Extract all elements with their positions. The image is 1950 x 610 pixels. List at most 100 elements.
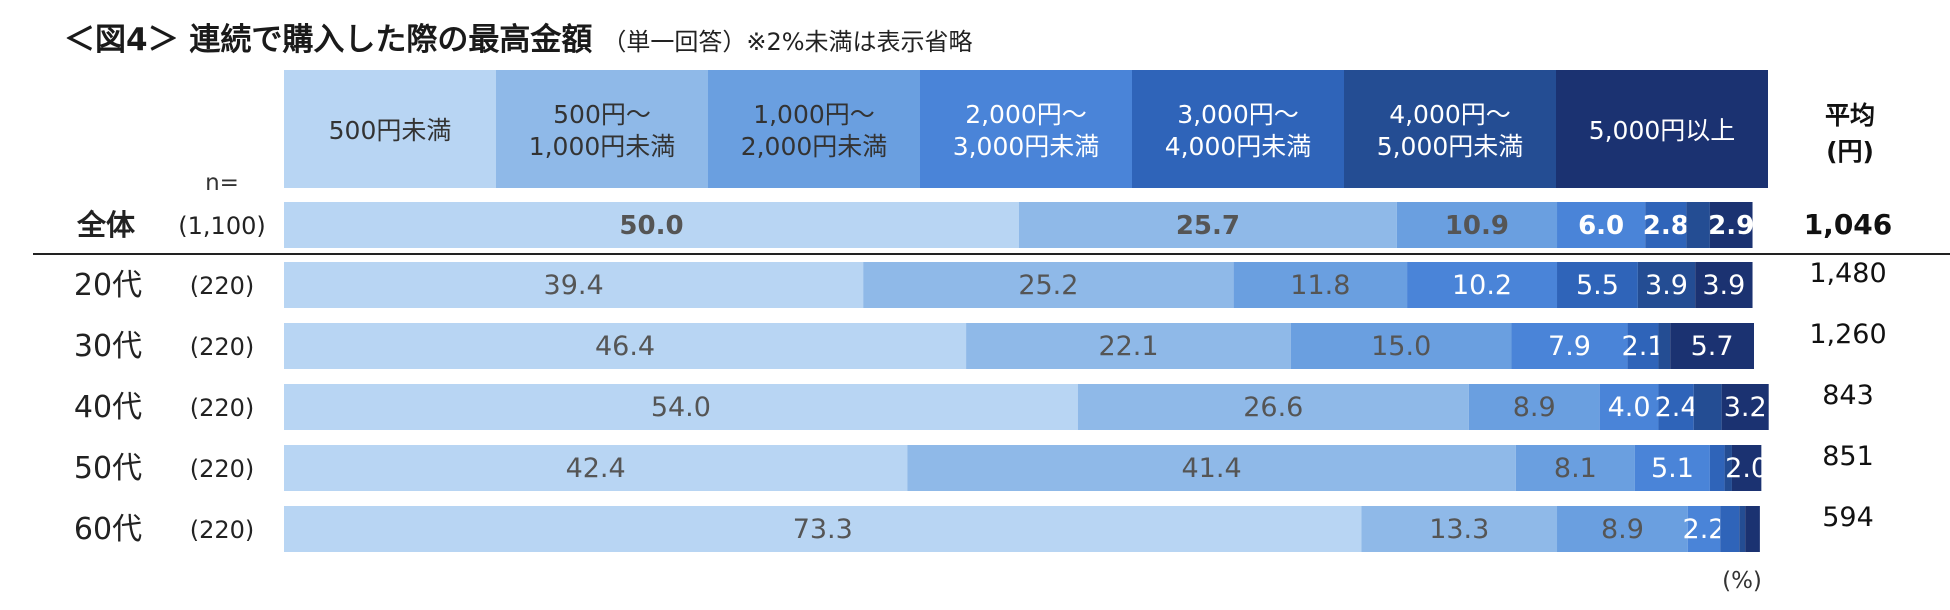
data-label: 13.3 bbox=[1429, 514, 1489, 545]
data-label: 73.3 bbox=[793, 514, 853, 545]
legend-cell bbox=[1556, 70, 1768, 188]
row-category-label: 40代 bbox=[74, 390, 142, 425]
data-label: 2.1 bbox=[1622, 331, 1665, 362]
average-value: 594 bbox=[1822, 502, 1874, 533]
bar-segment bbox=[1739, 506, 1746, 552]
legend-label: 500円～ 1,000円未満 bbox=[529, 100, 676, 161]
bar-segment bbox=[966, 323, 1291, 369]
legend-label: 3,000円～ 4,000円未満 bbox=[1165, 100, 1312, 161]
bar-segment bbox=[1361, 506, 1558, 552]
data-label: 8.9 bbox=[1513, 392, 1556, 423]
legend-label: 500円未満 bbox=[329, 116, 452, 145]
row-n-label: (220) bbox=[190, 272, 255, 300]
chart-title: ＜図4＞ 連続で購入した際の最高金額 （単一回答）※2%未満は表示省略 bbox=[64, 14, 973, 59]
bar-segment bbox=[1720, 506, 1740, 552]
legend-cell bbox=[1344, 70, 1556, 188]
data-label: 5.7 bbox=[1691, 331, 1734, 362]
data-label: 8.1 bbox=[1554, 453, 1597, 484]
data-label: 11.8 bbox=[1290, 270, 1350, 301]
data-label: 10.9 bbox=[1445, 211, 1509, 241]
bar-segment bbox=[1670, 323, 1754, 369]
bar-segment bbox=[1634, 445, 1710, 491]
row-n-label: (1,100) bbox=[178, 212, 265, 240]
bar-segment bbox=[1627, 323, 1659, 369]
bar-segment bbox=[1745, 506, 1760, 552]
bar-segment bbox=[284, 202, 1019, 248]
bar-segment bbox=[284, 323, 967, 369]
bar-segment bbox=[284, 445, 908, 491]
data-label: 3.9 bbox=[1645, 270, 1688, 301]
bar-segment bbox=[1407, 262, 1558, 308]
bar-segment bbox=[1721, 384, 1769, 430]
bar-segment bbox=[1637, 262, 1696, 308]
bar-segment bbox=[907, 445, 1516, 491]
row-category-label: 60代 bbox=[74, 512, 142, 547]
unit-label: (%) bbox=[1722, 568, 1762, 594]
data-label: 39.4 bbox=[544, 270, 604, 301]
average-value: 1,260 bbox=[1809, 319, 1886, 350]
n-label: n= bbox=[205, 170, 239, 196]
data-label: 25.2 bbox=[1018, 270, 1078, 301]
row-category-label: 全体 bbox=[76, 208, 136, 242]
row-category-label: 20代 bbox=[74, 268, 142, 303]
data-label: 41.4 bbox=[1182, 453, 1242, 484]
avg-header: 平均 bbox=[1825, 101, 1875, 130]
data-label: 22.1 bbox=[1098, 331, 1158, 362]
data-label: 26.6 bbox=[1243, 392, 1303, 423]
bar-segment bbox=[1731, 445, 1762, 491]
data-label: 3.2 bbox=[1724, 392, 1767, 423]
bar-segment bbox=[1515, 445, 1635, 491]
bar-segment bbox=[1557, 202, 1646, 248]
legend-cell bbox=[284, 70, 496, 188]
legend-cell bbox=[708, 70, 920, 188]
data-label: 6.0 bbox=[1578, 211, 1624, 241]
bar-segment bbox=[1724, 445, 1732, 491]
row-n-label: (220) bbox=[190, 333, 255, 361]
bar-segment bbox=[1695, 262, 1753, 308]
bar-segment bbox=[863, 262, 1234, 308]
bar-segment bbox=[1658, 384, 1694, 430]
bar-segment bbox=[1709, 202, 1753, 248]
data-label: 5.1 bbox=[1651, 453, 1694, 484]
legend-label: 4,000円～ 5,000円未満 bbox=[1377, 100, 1524, 161]
legend-label: 2,000円～ 3,000円未満 bbox=[953, 100, 1100, 161]
data-label: 3.9 bbox=[1702, 270, 1745, 301]
bar-segment bbox=[1658, 323, 1671, 369]
average-value: 843 bbox=[1822, 380, 1874, 411]
bar-segment bbox=[1511, 323, 1628, 369]
average-value: 1,046 bbox=[1804, 208, 1893, 241]
data-label: 2.4 bbox=[1655, 392, 1698, 423]
bar-segment bbox=[1687, 506, 1721, 552]
avg-header-unit: (円) bbox=[1826, 137, 1874, 166]
bar-segment bbox=[1468, 384, 1600, 430]
data-label: 2.2 bbox=[1683, 514, 1726, 545]
bar-segment bbox=[284, 262, 864, 308]
bar-segment bbox=[1557, 506, 1688, 552]
bar-segment bbox=[1290, 323, 1512, 369]
legend-cell bbox=[920, 70, 1132, 188]
data-label: 4.0 bbox=[1608, 392, 1651, 423]
bar-segment bbox=[284, 506, 1362, 552]
data-label: 7.9 bbox=[1548, 331, 1591, 362]
data-label: 5.5 bbox=[1576, 270, 1619, 301]
row-n-label: (220) bbox=[190, 516, 255, 544]
average-value: 851 bbox=[1822, 441, 1874, 472]
data-label: 2.8 bbox=[1643, 211, 1689, 241]
legend-label: 5,000円以上 bbox=[1589, 116, 1736, 145]
bar-segment bbox=[1077, 384, 1469, 430]
bar-segment bbox=[1557, 262, 1638, 308]
data-label: 46.4 bbox=[595, 331, 655, 362]
data-label: 54.0 bbox=[651, 392, 711, 423]
data-label: 10.2 bbox=[1452, 270, 1512, 301]
bar-segment bbox=[1019, 202, 1397, 248]
bar-segment bbox=[1709, 445, 1725, 491]
data-label: 8.9 bbox=[1601, 514, 1644, 545]
data-label: 2.9 bbox=[1708, 211, 1754, 241]
bar-segment bbox=[284, 384, 1078, 430]
row-n-label: (220) bbox=[190, 455, 255, 483]
data-label: 15.0 bbox=[1371, 331, 1431, 362]
data-label: 2.0 bbox=[1725, 453, 1768, 484]
row-category-label: 30代 bbox=[74, 329, 142, 364]
data-label: 25.7 bbox=[1176, 211, 1240, 241]
